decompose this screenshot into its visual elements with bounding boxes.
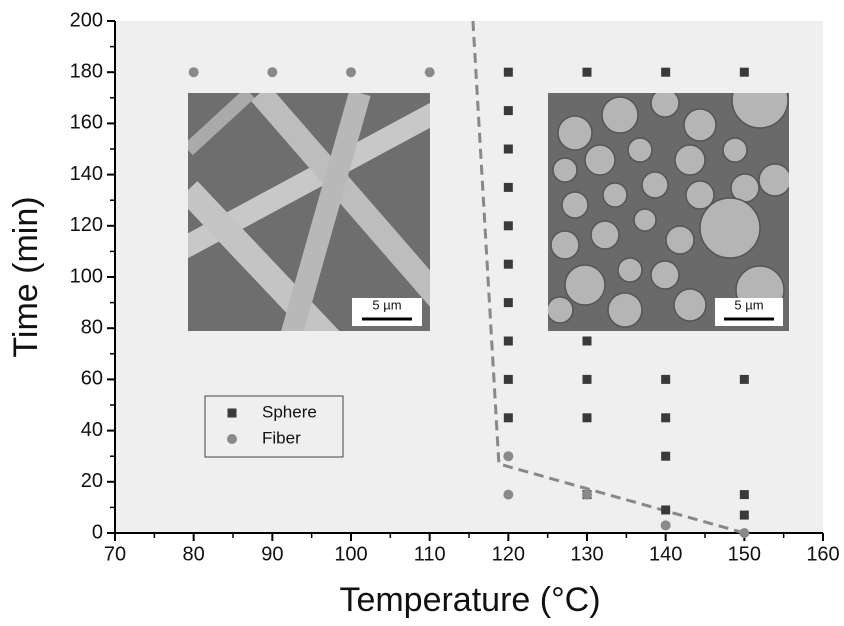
fiber-point: [503, 451, 513, 461]
sphere-point: [661, 375, 670, 384]
sphere-point: [504, 183, 513, 192]
fiber-point: [661, 520, 671, 530]
sphere-point: [740, 490, 749, 499]
sphere-point: [661, 68, 670, 77]
sphere-point: [583, 375, 592, 384]
y-tick-label: 80: [81, 316, 103, 338]
x-tick-label: 100: [334, 543, 367, 565]
x-tick-label: 110: [414, 543, 446, 565]
y-axis-label: Time (min): [7, 196, 45, 357]
sphere-point: [583, 68, 592, 77]
y-tick-label: 40: [81, 419, 103, 441]
x-tick-label: 70: [104, 543, 126, 565]
legend-marker: [228, 409, 237, 418]
fiber-point: [582, 490, 592, 500]
sphere-point: [740, 375, 749, 384]
x-tick-label: 130: [570, 543, 603, 565]
sphere-point: [504, 260, 513, 269]
sphere-point: [583, 337, 592, 346]
x-tick-label: 90: [261, 543, 283, 565]
sphere-point: [740, 68, 749, 77]
legend-marker: [227, 434, 237, 444]
sphere-point: [661, 452, 670, 461]
sphere-inset: [547, 72, 791, 331]
y-tick-label: 100: [70, 265, 103, 287]
legend-label: Sphere: [262, 402, 317, 421]
y-tick-label: 120: [70, 214, 103, 236]
x-tick-label: 120: [492, 543, 525, 565]
fiber-point: [267, 67, 277, 77]
sphere-point: [504, 106, 513, 115]
x-tick-label: 160: [806, 543, 839, 565]
legend-label: Fiber: [262, 428, 301, 447]
y-tick-label: 200: [70, 9, 103, 31]
y-tick-label: 0: [92, 521, 103, 543]
y-tick-label: 60: [81, 368, 103, 390]
sphere-point: [583, 413, 592, 422]
chart: 5 µm 5 µm Temperature (°C) Time (min) 70…: [0, 0, 844, 621]
fiber-point: [189, 67, 199, 77]
y-tick-label: 20: [81, 470, 103, 492]
sphere-point: [504, 298, 513, 307]
scale-label: 5 µm: [372, 297, 401, 312]
y-tick-label: 140: [70, 163, 103, 185]
x-tick-label: 80: [183, 543, 205, 565]
fiber-point: [739, 528, 749, 538]
fiber-point: [346, 67, 356, 77]
sphere-point: [504, 413, 513, 422]
sphere-point: [504, 375, 513, 384]
x-axis-label: Temperature (°C): [339, 581, 600, 619]
sphere-point: [504, 68, 513, 77]
scale-label: 5 µm: [734, 297, 763, 312]
y-tick-label: 160: [70, 112, 103, 134]
fiber-point: [425, 67, 435, 77]
sphere-point: [661, 413, 670, 422]
page: 5 µm 5 µm Temperature (°C) Time (min) 70…: [0, 0, 844, 626]
x-tick-label: 150: [728, 543, 761, 565]
sphere-point: [661, 505, 670, 514]
fiber-point: [503, 490, 513, 500]
sphere-point: [504, 221, 513, 230]
sphere-point: [504, 145, 513, 154]
y-tick-label: 180: [70, 60, 103, 82]
sphere-point: [504, 337, 513, 346]
x-tick-label: 140: [649, 543, 682, 565]
sphere-point: [740, 511, 749, 520]
